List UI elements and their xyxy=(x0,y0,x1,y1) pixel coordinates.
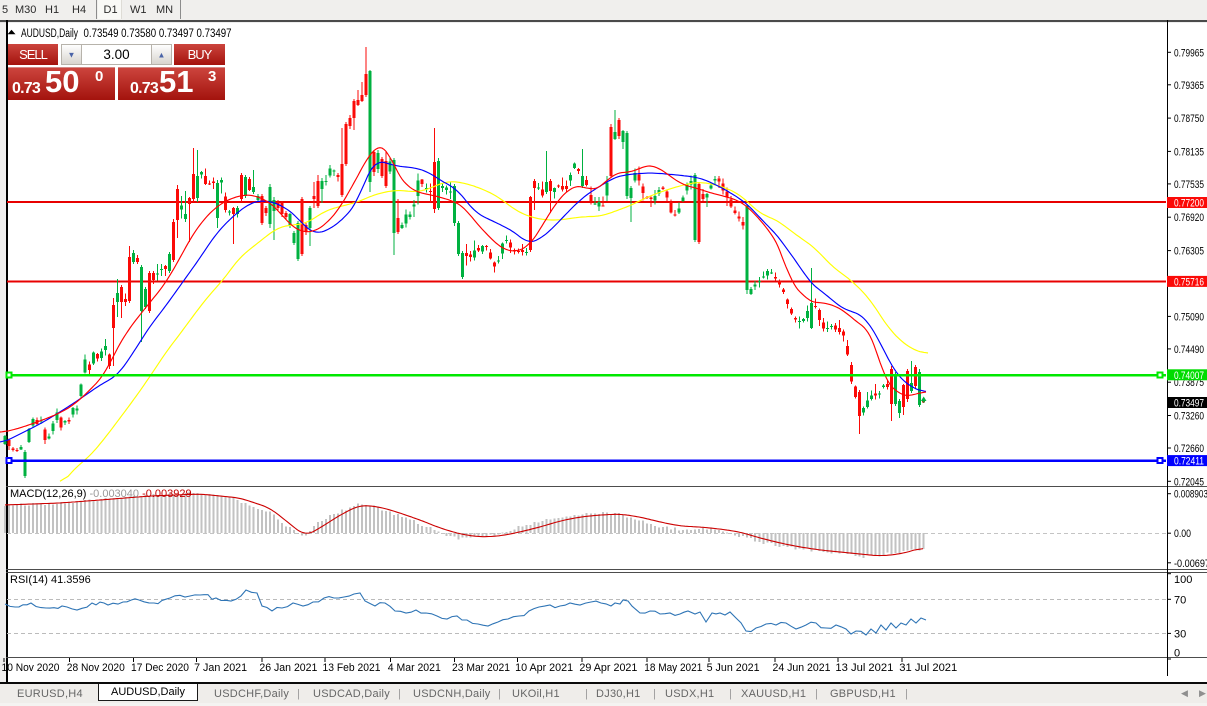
svg-text:0.79365: 0.79365 xyxy=(1174,80,1204,92)
svg-text:18 May 2021: 18 May 2021 xyxy=(644,662,702,674)
svg-text:0.77535: 0.77535 xyxy=(1174,179,1204,191)
svg-text:0.75716: 0.75716 xyxy=(1174,276,1204,288)
svg-text:30: 30 xyxy=(1174,628,1186,640)
svg-text:0.73549 0.73580 0.73497 0.7349: 0.73549 0.73580 0.73497 0.73497 xyxy=(84,28,232,40)
svg-text:70: 70 xyxy=(1174,594,1186,606)
svg-text:0.00: 0.00 xyxy=(1174,528,1191,540)
svg-text:13 Jul 2021: 13 Jul 2021 xyxy=(835,662,893,674)
svg-text:RSI(14) 41.3596: RSI(14) 41.3596 xyxy=(10,574,91,586)
svg-text:0.76920: 0.76920 xyxy=(1174,212,1204,224)
svg-text:5 Jun 2021: 5 Jun 2021 xyxy=(707,662,760,674)
svg-text:0.008903: 0.008903 xyxy=(1174,489,1207,501)
svg-text:0.72045: 0.72045 xyxy=(1174,476,1204,488)
svg-text:0.77200: 0.77200 xyxy=(1174,198,1204,210)
svg-text:17 Dec 2020: 17 Dec 2020 xyxy=(131,662,189,674)
svg-text:0.74007: 0.74007 xyxy=(1174,370,1204,382)
svg-text:0.73260: 0.73260 xyxy=(1174,411,1204,423)
svg-text:13 Feb 2021: 13 Feb 2021 xyxy=(323,662,381,674)
svg-text:0.74490: 0.74490 xyxy=(1174,344,1204,356)
svg-text:0.78135: 0.78135 xyxy=(1174,146,1204,158)
svg-text:0.79965: 0.79965 xyxy=(1174,47,1204,59)
svg-text:28 Nov 2020: 28 Nov 2020 xyxy=(67,662,125,674)
svg-text:31 Jul 2021: 31 Jul 2021 xyxy=(899,662,957,674)
svg-text:0.75090: 0.75090 xyxy=(1174,311,1204,323)
svg-text:29 Apr 2021: 29 Apr 2021 xyxy=(579,662,637,674)
svg-text:0.76305: 0.76305 xyxy=(1174,246,1204,258)
svg-text:0.72660: 0.72660 xyxy=(1174,443,1204,455)
svg-text:10 Apr 2021: 10 Apr 2021 xyxy=(515,662,573,674)
svg-text:MACD(12,26,9) -0.003040 -0.003: MACD(12,26,9) -0.003040 -0.003929 xyxy=(10,488,192,500)
svg-text:AUDUSD,Daily: AUDUSD,Daily xyxy=(21,28,78,40)
svg-text:0: 0 xyxy=(1174,647,1180,659)
svg-text:24 Jun 2021: 24 Jun 2021 xyxy=(773,662,831,674)
svg-text:7 Jan 2021: 7 Jan 2021 xyxy=(194,662,247,674)
svg-text:4 Mar 2021: 4 Mar 2021 xyxy=(388,662,441,674)
svg-text:100: 100 xyxy=(1174,574,1192,586)
svg-text:0.72411: 0.72411 xyxy=(1174,456,1204,468)
svg-text:10 Nov 2020: 10 Nov 2020 xyxy=(2,662,60,674)
svg-text:-0.00697: -0.00697 xyxy=(1174,558,1207,570)
svg-text:26 Jan 2021: 26 Jan 2021 xyxy=(259,662,317,674)
svg-text:0.78750: 0.78750 xyxy=(1174,113,1204,125)
svg-text:0.73497: 0.73497 xyxy=(1174,398,1204,410)
svg-text:23 Mar 2021: 23 Mar 2021 xyxy=(452,662,510,674)
